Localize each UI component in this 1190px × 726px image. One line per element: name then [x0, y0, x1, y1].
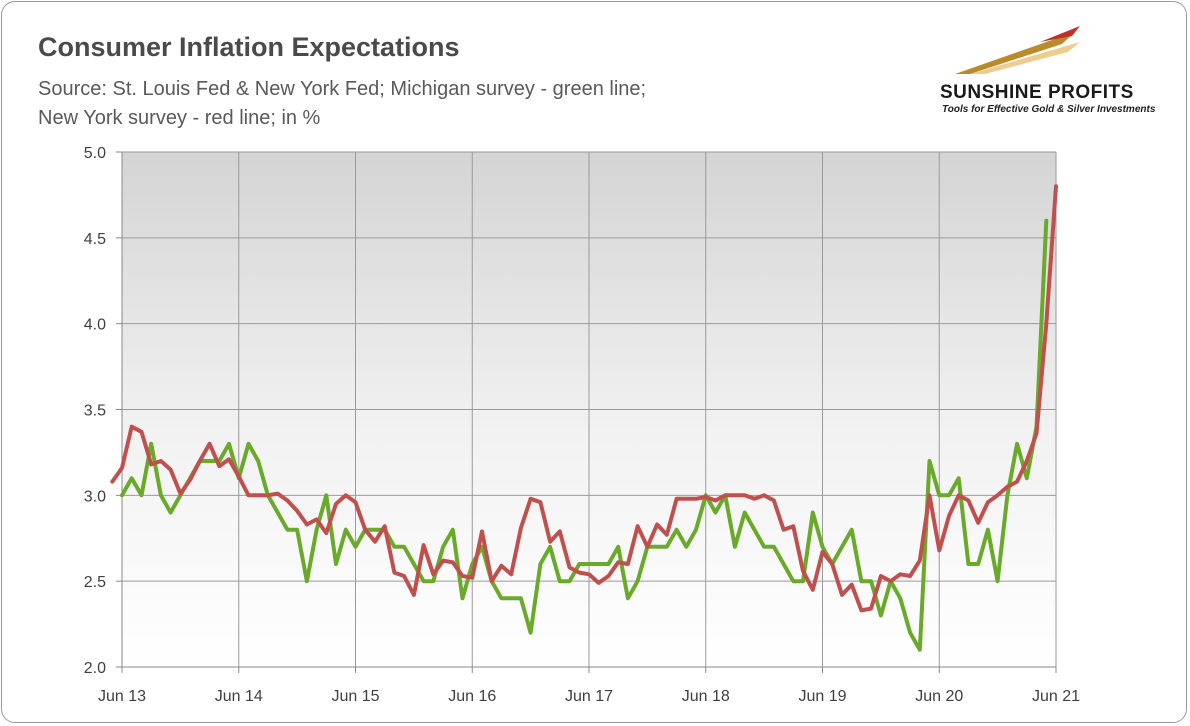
subtitle-line-1: Source: St. Louis Fed & New York Fed; Mi…	[38, 78, 647, 100]
y-tick-label: 4.0	[84, 317, 106, 334]
x-tick-label: Jun 16	[448, 688, 496, 705]
series-line-new-york	[110, 184, 1058, 613]
y-tick-label: 2.5	[84, 574, 106, 591]
y-tick-label: 5.0	[84, 145, 106, 162]
series-line-michigan	[120, 218, 1049, 652]
y-tick-label: 3.0	[84, 488, 106, 505]
x-tick-label: Jun 17	[565, 688, 613, 705]
y-tick-label: 4.5	[84, 231, 106, 248]
y-tick-label: 3.5	[84, 403, 106, 420]
chart-subtitle: Source: St. Louis Fed & New York Fed; Mi…	[38, 75, 646, 133]
x-tick-label: Jun 14	[215, 688, 263, 705]
y-axis-ticks: 5.0 4.5 4.0 3.5 3.0 2.5 2.0	[84, 145, 122, 677]
chart-title: Consumer Inflation Expectations	[38, 32, 460, 62]
x-tick-label: Jun 18	[682, 688, 730, 705]
logo-name: SUNSHINE PROFITS	[940, 82, 1134, 103]
y-tick-label: 2.0	[84, 660, 106, 677]
x-tick-label: Jun 19	[798, 688, 846, 705]
x-tick-label: Jun 21	[1032, 688, 1080, 705]
logo-swoosh-icon	[955, 26, 1080, 74]
x-tick-label: Jun 20	[915, 688, 963, 705]
x-axis-ticks: Jun 13 Jun 14 Jun 15 Jun 16 Jun 17 Jun 18 Jun …	[98, 667, 1080, 705]
sunshine-profits-logo: SUNSHINE PROFITS Tools for Effective Gol…	[930, 22, 1170, 122]
logo-tagline: Tools for Effective Gold & Silver Invest…	[942, 104, 1156, 115]
subtitle-line-2: New York survey - red line; in %	[38, 107, 321, 129]
series-group	[110, 184, 1058, 652]
x-tick-label: Jun 15	[331, 688, 379, 705]
x-tick-label: Jun 13	[98, 688, 146, 705]
